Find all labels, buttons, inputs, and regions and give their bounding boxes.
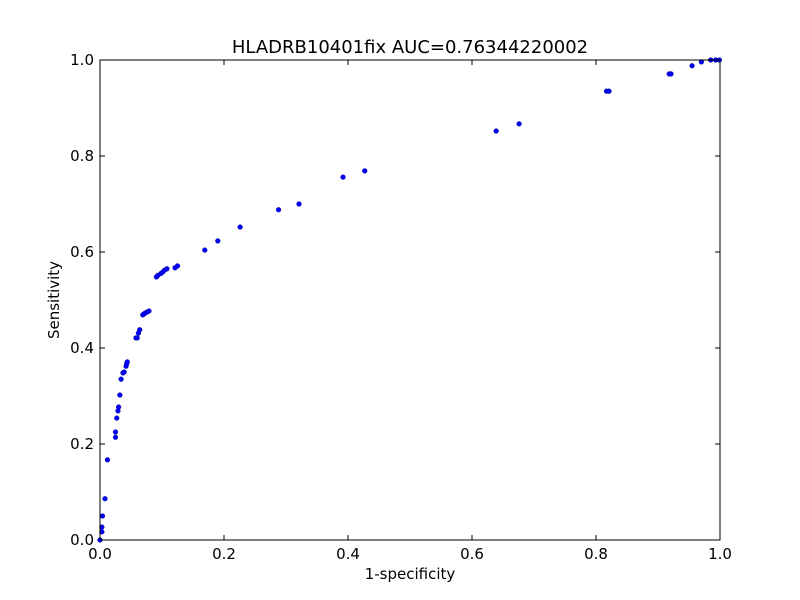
data-point: [121, 369, 127, 375]
y-tick-label: 0.4: [70, 339, 94, 357]
chart-title: HLADRB10401fix AUC=0.76344220002: [232, 37, 588, 58]
x-axis-label: 1-specificity: [365, 565, 456, 583]
y-axis-ticks: 0.0 0.2 0.4 0.6 0.8 1.0: [70, 51, 720, 549]
y-tick-label: 0.0: [70, 531, 94, 549]
data-point: [99, 524, 105, 530]
data-point: [112, 429, 119, 435]
data-point: [134, 335, 140, 341]
data-point: [104, 457, 111, 463]
x-tick-label: 0.4: [336, 545, 360, 563]
x-tick-label: 1.0: [708, 545, 732, 563]
data-point: [99, 513, 106, 519]
data-point: [202, 247, 208, 253]
data-point: [117, 392, 123, 398]
plot-frame: [99, 59, 721, 541]
data-point: [102, 496, 108, 502]
data-point: [124, 359, 130, 365]
y-tick-label: 0.6: [70, 243, 94, 261]
y-tick-label: 0.8: [70, 147, 94, 165]
data-point: [115, 404, 122, 410]
data-point: [237, 224, 243, 230]
data-point: [606, 88, 612, 94]
data-point: [340, 174, 346, 180]
data-point: [146, 308, 152, 314]
x-tick-label: 0.6: [460, 545, 484, 563]
data-point: [296, 201, 302, 207]
data-point: [114, 415, 120, 421]
data-point: [164, 266, 170, 272]
x-tick-label: 0.0: [88, 545, 112, 563]
data-point: [668, 71, 674, 77]
data-point: [215, 238, 221, 244]
data-point: [493, 128, 499, 134]
data-point: [137, 327, 143, 333]
data-point: [112, 434, 119, 440]
x-axis-ticks: 0.0 0.2 0.4 0.6 0.8 1.0: [88, 60, 732, 563]
data-point: [362, 168, 368, 174]
data-point: [118, 376, 124, 382]
y-tick-label: 1.0: [70, 51, 94, 69]
x-tick-label: 0.8: [584, 545, 608, 563]
y-tick-label: 0.2: [70, 435, 94, 453]
data-point: [275, 207, 282, 213]
data-point: [689, 63, 695, 69]
data-point: [174, 263, 181, 269]
x-tick-label: 0.2: [212, 545, 236, 563]
y-axis-label: Sensitivity: [45, 261, 63, 339]
data-markers: [97, 57, 722, 543]
data-point: [516, 121, 522, 127]
